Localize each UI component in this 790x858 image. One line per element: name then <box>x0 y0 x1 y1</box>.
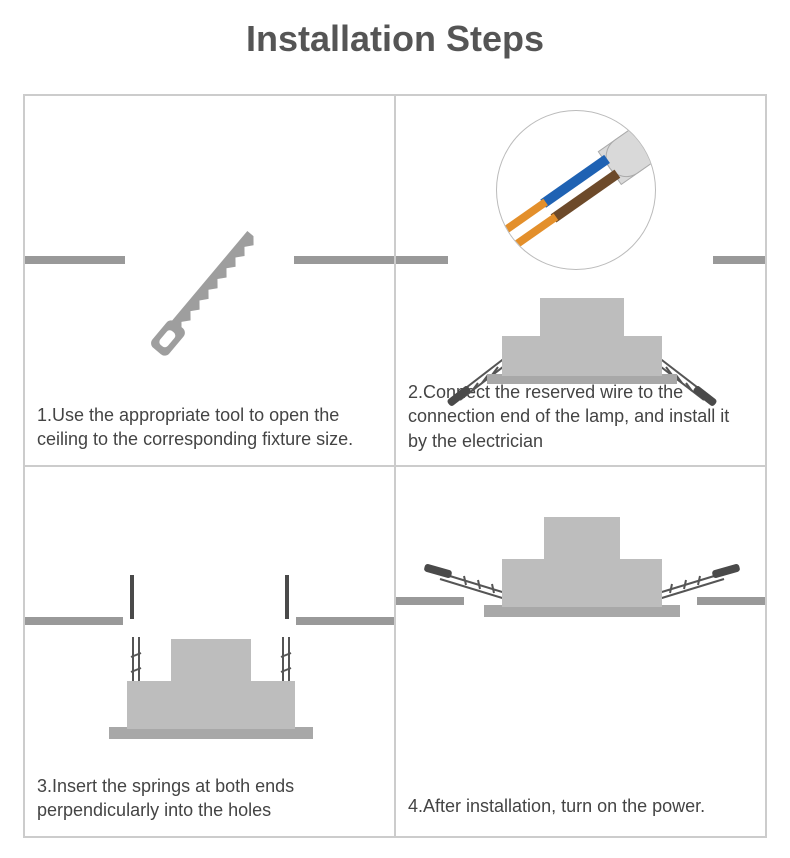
spring-post-left <box>130 575 134 619</box>
step-2-cell: 2.Connect the reserved wire to the conne… <box>395 95 766 466</box>
step-2-illustration <box>396 96 765 380</box>
steps-grid: 1.Use the appropriate tool to open the c… <box>23 94 767 838</box>
step-4-illustration <box>396 467 765 774</box>
ceiling-bar-right <box>713 256 765 264</box>
spring-post-right <box>285 575 289 619</box>
lamp-icon <box>432 280 732 420</box>
saw-icon <box>110 186 310 396</box>
step-3-cell: 3.Insert the springs at both ends perpen… <box>24 466 395 837</box>
step-4-cell: 4.After installation, turn on the power. <box>395 466 766 837</box>
step-4-caption: 4.After installation, turn on the power. <box>396 774 765 836</box>
ceiling-bar-left <box>396 256 448 264</box>
lamp-icon <box>402 505 762 665</box>
page-title: Installation Steps <box>0 0 790 94</box>
step-1-illustration <box>25 96 394 403</box>
wire-magnifier-circle <box>496 110 656 270</box>
step-3-illustration <box>25 467 394 774</box>
lamp-icon <box>61 617 361 797</box>
step-1-caption: 1.Use the appropriate tool to open the c… <box>25 403 394 465</box>
wire-icon <box>497 111 656 270</box>
step-1-cell: 1.Use the appropriate tool to open the c… <box>24 95 395 466</box>
